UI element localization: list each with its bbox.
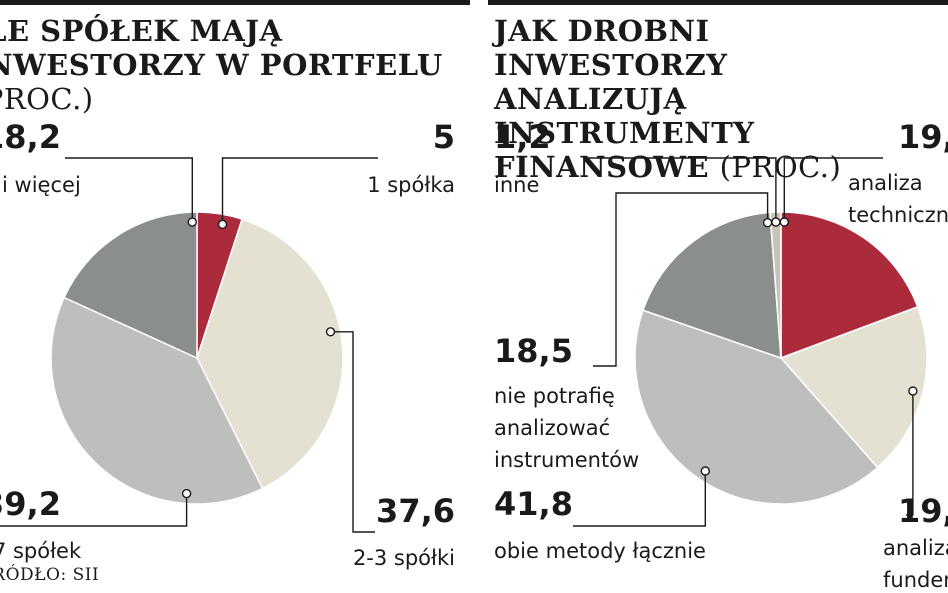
unit-label: (PROC.) [0, 82, 94, 116]
top-rule [488, 0, 948, 5]
value-label: 19,2 [898, 492, 948, 530]
slice-label-line: obie metody łącznie [494, 539, 706, 563]
slice-label: nie potrafię analizować instrumentów [494, 384, 639, 472]
slice-label: inne [494, 173, 539, 197]
value-label: 37,6 [376, 492, 455, 530]
leader-line [65, 157, 193, 223]
value-label: 18,2 [0, 118, 61, 156]
slice-label: analiza techniczna [848, 171, 948, 227]
callout-obie-metody-lacznie: 41,8 obie metody łącznie [494, 466, 711, 563]
leader-dot [771, 217, 781, 227]
pie-chart-analysis: 19,3 analiza techniczna 19,2 analiza fundemen… [494, 118, 948, 592]
source-note: ŹRÓDŁO: SII [0, 565, 100, 585]
pie-slices [634, 211, 928, 505]
top-rule [0, 0, 470, 5]
pie-slices [50, 211, 344, 505]
callout-8-i-wiecej: 18,2 8 i więcej [0, 118, 198, 227]
value-label: 1,2 [494, 118, 551, 156]
pie-slice-8-i-wiecej [63, 211, 198, 360]
callouts: 19,3 analiza techniczna 19,2 analiza fundemen… [494, 118, 948, 592]
chart-panel-analysis: JAK DROBNI INWESTORZY ANALIZUJĄ INSTRUME… [488, 0, 948, 593]
slice-label: obie metody łącznie [494, 539, 706, 563]
slice-label-line: fundementalna [883, 568, 948, 592]
callout-nie-potrafie-analizowac-instrumentow: 18,5 nie potrafię analizować instrumentów [494, 192, 773, 472]
leader-line [0, 493, 188, 527]
chart-title: JAK DROBNI INWESTORZY ANALIZUJĄ INSTRUME… [494, 14, 948, 184]
leader-dot [217, 219, 228, 230]
leader-line [783, 157, 883, 222]
chart-title-line2: INWESTORZY W PORTFELU [0, 48, 443, 82]
leader-line [583, 157, 777, 223]
leader-line [221, 157, 378, 225]
leader-dot [700, 466, 711, 476]
value-label: 5 [433, 118, 455, 156]
leader-line [573, 471, 706, 527]
callout-analiza-fundementalna: 19,2 analiza fundementalna [883, 386, 948, 592]
pie-slice-obie-metody-lacznie [634, 309, 879, 505]
leader-dot [187, 217, 198, 227]
leader-line [906, 391, 914, 516]
leader-dot [325, 327, 336, 337]
leader-dot [779, 217, 789, 227]
callout-4-7-spolek: 39,2 4-7 spółek [0, 485, 192, 563]
slice-label-line: analizować [494, 416, 610, 440]
leader-line [330, 331, 375, 533]
leader-dot [762, 217, 773, 228]
slice-label-line: analiza [848, 171, 923, 195]
callout-inne: 1,2 inne [494, 118, 781, 227]
slice-label-line: instrumentów [494, 448, 639, 472]
pie-slice-analiza-fundementalna [779, 305, 928, 469]
pie-slice-analiza-techniczna [780, 211, 919, 360]
pie-chart-portfolio: 5 1 spółka 37,6 2-3 spółki 39,2 4-7 spółek 18,… [0, 118, 455, 570]
slice-label-line: 1 spółka [367, 173, 455, 197]
value-label: 41,8 [494, 485, 573, 523]
callouts: 5 1 spółka 37,6 2-3 spółki 39,2 4-7 spółek 18,… [0, 118, 455, 570]
slice-label-line: techniczna [848, 203, 948, 227]
value-label: 39,2 [0, 485, 61, 523]
chart-title-line1: ILE SPÓŁEK MAJĄ [0, 14, 283, 48]
chart-title-line2: ANALIZUJĄ INSTRUMENTY [494, 82, 755, 150]
slice-label-line: 2-3 spółki [353, 546, 455, 570]
slice-label: 2-3 spółki [353, 546, 455, 570]
slice-label-line: 8 i więcej [0, 173, 81, 197]
slice-label: 8 i więcej [0, 173, 81, 197]
slice-label-line: 4-7 spółek [0, 539, 82, 563]
value-label: 18,5 [494, 332, 573, 370]
callout-analiza-techniczna: 19,3 analiza techniczna [779, 118, 948, 227]
chart-panel-portfolio: ILE SPÓŁEK MAJĄ INWESTORZY W PORTFELU (P… [0, 0, 470, 593]
leader-line [593, 192, 769, 367]
slice-label-line: inne [494, 173, 539, 197]
slice-label-line: analiza [883, 536, 948, 560]
slice-label-line: nie potrafię [494, 384, 615, 408]
slice-label: 1 spółka [367, 173, 455, 197]
unit-label: (PROC.) [719, 150, 842, 184]
callout-1-spolka: 5 1 spółka [217, 118, 455, 230]
slice-label: 4-7 spółek [0, 539, 82, 563]
chart-title-line1: JAK DROBNI INWESTORZY [494, 14, 728, 82]
leader-dot [908, 386, 918, 396]
pie-slice-nie-potrafie-analizowac-instrumentow [642, 211, 782, 360]
pie-slice-4-7-spolek [50, 296, 264, 505]
callout-2-3-spolki: 37,6 2-3 spółki [325, 327, 455, 570]
pie-slice-2-3-spolki [196, 218, 344, 490]
chart-title-line3: FINANSOWE [494, 150, 710, 184]
chart-title: ILE SPÓŁEK MAJĄ INWESTORZY W PORTFELU (P… [0, 14, 443, 116]
value-label: 19,3 [898, 118, 948, 156]
slice-label: analiza fundementalna [883, 536, 948, 592]
leader-dot [181, 488, 192, 499]
